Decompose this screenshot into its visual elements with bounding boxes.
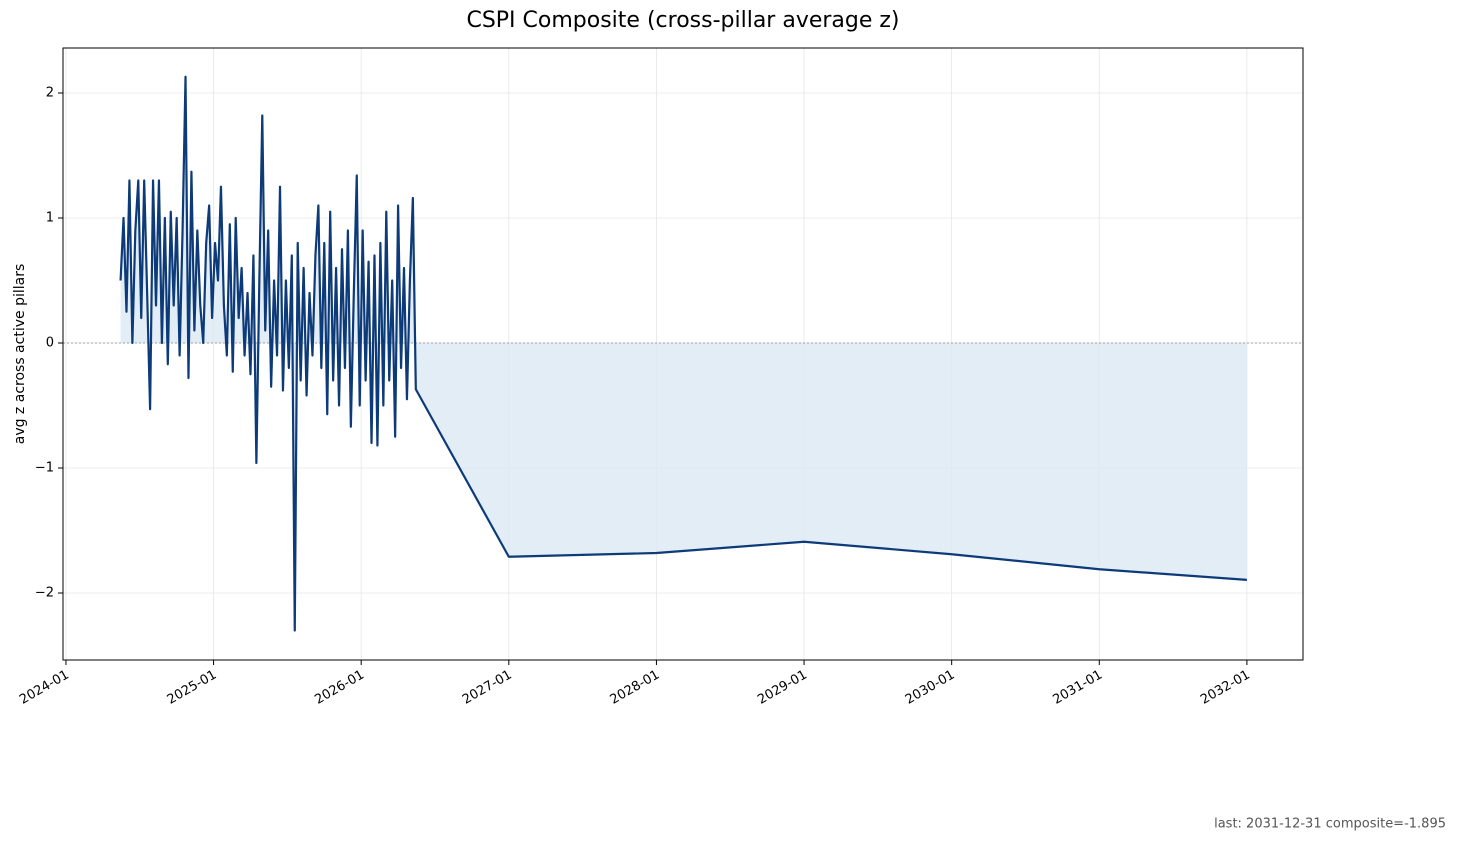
y-tick-label: 0 [46,336,54,351]
x-tick-label: 2030-01 [903,668,958,708]
x-tick-label: 2031-01 [1050,668,1105,708]
y-tick-label: −1 [35,461,54,476]
data-line [119,75,1247,632]
y-tick-label: −2 [35,586,54,601]
x-tick-label: 2032-01 [1198,668,1253,708]
area-fill [120,76,1247,631]
y-axis-label: avg z across active pillars [12,264,28,445]
plot-area: 2024-01 2025-01 2026-01 2027-01 2028-01 2029-… [17,47,1304,708]
annotation: last: 2031-12-31 composite=-1.895 [1214,817,1446,832]
chart-title: CSPI Composite (cross-pillar average z) [466,8,899,33]
x-tick-label: 2029-01 [755,668,810,708]
x-tick-label: 2024-01 [17,668,72,708]
y-tick-label: 1 [46,211,54,226]
x-tick-label: 2027-01 [460,668,515,708]
x-tick-label: 2026-01 [312,668,367,708]
x-tick-label: 2025-01 [165,668,220,708]
x-tick-label: 2028-01 [608,668,663,708]
plot-frame [62,47,1304,661]
y-tick-label: 2 [46,86,54,101]
